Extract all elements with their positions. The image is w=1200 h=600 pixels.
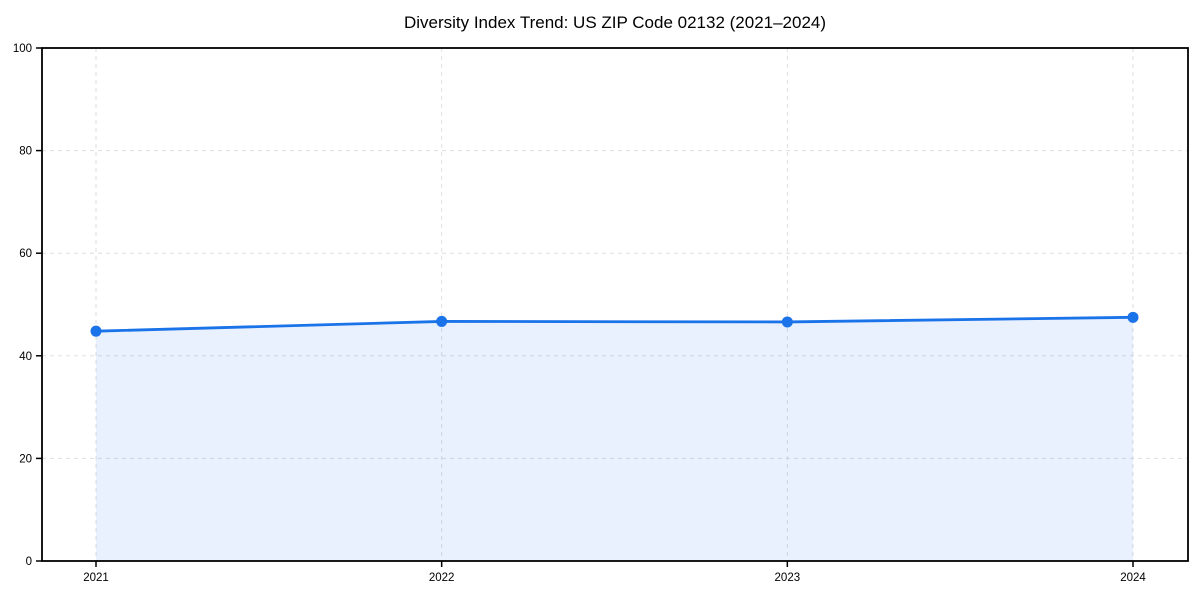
- chart-title: Diversity Index Trend: US ZIP Code 02132…: [404, 13, 826, 32]
- y-tick-label: 20: [19, 453, 32, 465]
- x-tick-label: 2024: [1120, 572, 1146, 584]
- x-tick-label: 2023: [775, 572, 801, 584]
- y-tick-label: 40: [19, 351, 32, 363]
- y-tick-label: 100: [13, 43, 32, 55]
- y-tick-label: 60: [19, 248, 32, 260]
- y-tick-label: 80: [19, 146, 32, 158]
- x-tick-label: 2022: [429, 572, 455, 584]
- data-point: [436, 315, 448, 327]
- data-point: [90, 325, 102, 337]
- data-point: [1127, 311, 1139, 323]
- data-point: [781, 316, 793, 328]
- area-fill: [96, 317, 1133, 561]
- plot-border: [41, 47, 1189, 562]
- y-tick-label: 0: [26, 556, 32, 568]
- x-tick-label: 2021: [83, 572, 109, 584]
- trend-line: [94, 315, 1135, 333]
